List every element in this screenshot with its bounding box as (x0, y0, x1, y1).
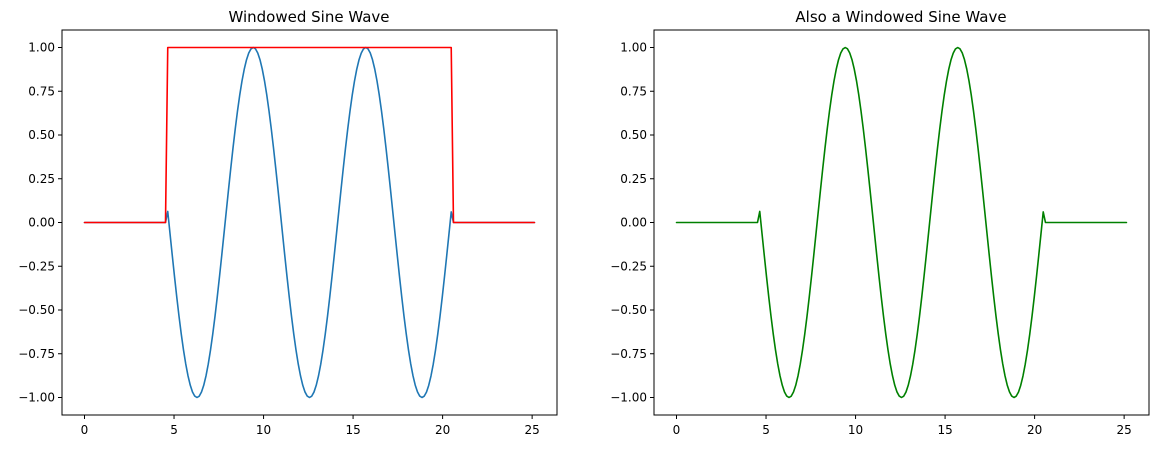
left-y-tick-label: 0.50 (28, 128, 55, 142)
right-x-tick-label: 15 (937, 423, 952, 437)
left-series-line-2 (83, 46, 536, 224)
right-x-axis: 0 5 10 15 20 25 (673, 415, 1132, 437)
right-y-tick-label: −0.25 (610, 259, 647, 273)
right-y-tick-label: 0.25 (620, 172, 647, 186)
left-y-axis: 1.00 0.75 0.50 0.25 0.00 −0.25 −0.50 −0.75 −1.00 (18, 41, 62, 405)
left-y-tick-label: 1.00 (28, 41, 55, 55)
right-y-tick-label: 0.50 (620, 128, 647, 142)
left-y-tick-label: −0.75 (18, 347, 55, 361)
right-plot-area (675, 46, 1128, 399)
right-x-tick-label: 25 (1116, 423, 1131, 437)
left-x-tick-label: 25 (524, 423, 539, 437)
right-y-tick-label: −1.00 (610, 391, 647, 405)
right-y-tick-label: −0.75 (610, 347, 647, 361)
left-x-tick-label: 5 (170, 423, 178, 437)
right-chart-panel: Also a Windowed Sine Wave 0 5 10 15 20 25 1.0… (610, 8, 1150, 437)
right-y-tick-label: 0.75 (620, 84, 647, 98)
right-y-axis: 1.00 0.75 0.50 0.25 0.00 −0.25 −0.50 −0.75 −1.00 (610, 41, 654, 405)
left-y-tick-label: 0.75 (28, 84, 55, 98)
left-y-tick-label: −0.25 (18, 259, 55, 273)
left-chart-title: Windowed Sine Wave (228, 8, 389, 26)
right-y-tick-label: 1.00 (620, 41, 647, 55)
left-x-tick-label: 15 (345, 423, 360, 437)
left-y-tick-label: 0.00 (28, 216, 55, 230)
left-chart-panel: Windowed Sine Wave 0 5 10 15 20 25 1.00 0.75 0.… (18, 8, 558, 437)
left-y-tick-label: −0.50 (18, 303, 55, 317)
left-x-tick-label: 0 (81, 423, 89, 437)
left-plot-area (83, 46, 536, 399)
right-chart-title: Also a Windowed Sine Wave (795, 8, 1006, 26)
right-y-tick-label: −0.50 (610, 303, 647, 317)
left-x-tick-label: 20 (435, 423, 450, 437)
left-x-axis: 0 5 10 15 20 25 (81, 415, 540, 437)
right-y-tick-label: 0.00 (620, 216, 647, 230)
left-y-tick-label: 0.25 (28, 172, 55, 186)
right-series-line-1 (675, 46, 1128, 399)
right-x-tick-label: 20 (1027, 423, 1042, 437)
right-x-tick-label: 0 (673, 423, 681, 437)
right-x-tick-label: 10 (848, 423, 863, 437)
right-x-tick-label: 5 (762, 423, 770, 437)
left-x-tick-label: 10 (256, 423, 271, 437)
left-y-tick-label: −1.00 (18, 391, 55, 405)
